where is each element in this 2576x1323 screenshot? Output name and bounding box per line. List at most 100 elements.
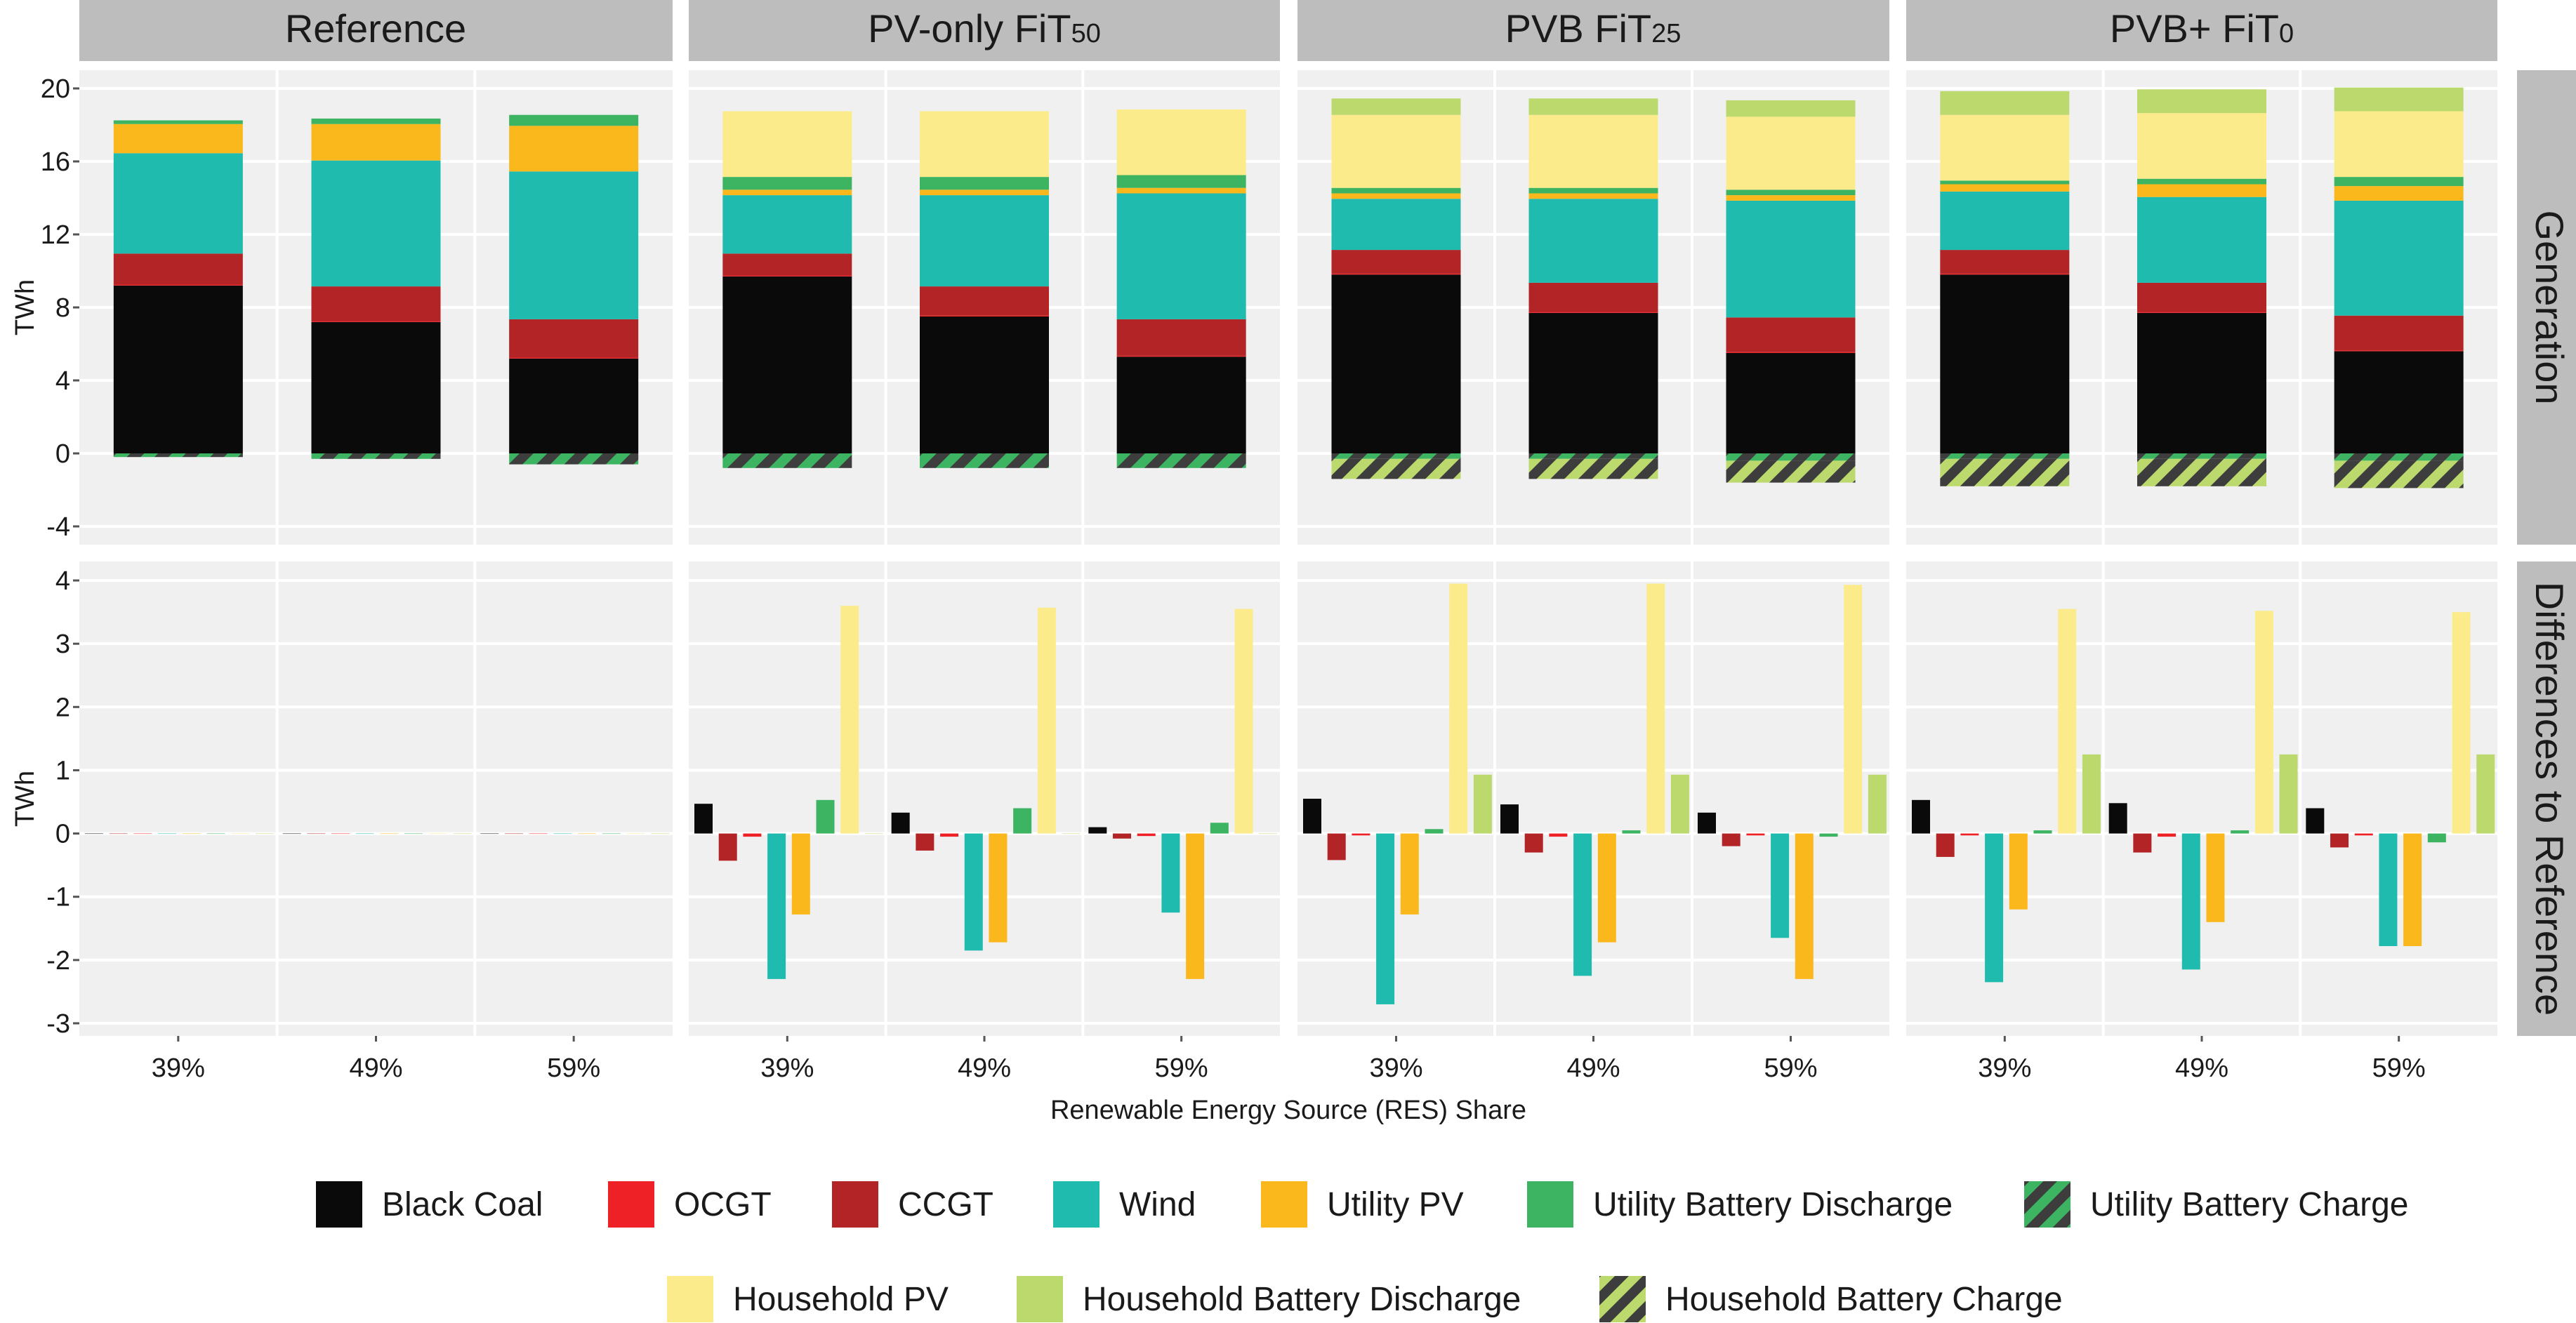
row-strip-bg (2517, 70, 2576, 545)
x-tick-label: 39% (760, 1053, 814, 1083)
bar-wind (722, 195, 852, 254)
legend-label: Black Coal (382, 1186, 543, 1223)
y-tick-label: -4 (46, 512, 70, 542)
legend-label: Wind (1119, 1186, 1196, 1223)
bar-wind (1528, 199, 1658, 283)
panel-background (1906, 561, 2497, 1036)
bar-black_coal (311, 321, 441, 453)
facet-strip-label: PVB+ FiT0 (2110, 6, 2294, 51)
diff-bar-ocgt (1352, 833, 1370, 836)
diff-bar-utility_pv (1400, 833, 1419, 915)
diff-bar-household_pv (2058, 609, 2077, 834)
x-tick-label: 39% (152, 1053, 205, 1083)
bar-utility_battery_discharge (1726, 190, 1856, 196)
y-tick-label: 16 (41, 147, 70, 177)
x-tick-label: 49% (2175, 1053, 2228, 1083)
legend-item-utility_battery_charge: Utility Battery Charge (2024, 1181, 2409, 1228)
bar-ocgt (113, 284, 243, 286)
diff-bar-utility_pv (380, 833, 399, 835)
diff-bar-wind (2181, 833, 2200, 970)
legend-label: Household Battery Discharge (1083, 1281, 1521, 1318)
diff-bar-black_coal (1912, 799, 1930, 834)
diff-bar-utility_battery_discharge (2427, 833, 2446, 843)
diff-bar-utility_battery_discharge (404, 833, 423, 835)
bar-household_battery_discharge (1726, 100, 1856, 117)
bar-utility_battery_charge (1331, 453, 1461, 459)
bar-utility_battery_charge (1528, 453, 1658, 459)
bar-ocgt (311, 321, 441, 322)
bar-ccgt (920, 286, 1049, 316)
bar-utility_battery_charge (2334, 453, 2464, 461)
bar-black_coal (722, 276, 852, 453)
legend-swatch (2024, 1181, 2070, 1228)
bar-black_coal (920, 317, 1049, 453)
bar-utility_battery_charge (311, 453, 441, 459)
panel-0-3 (1906, 70, 2497, 545)
facet-strip-bg (689, 0, 1280, 61)
diff-bar-household_pv (1449, 583, 1468, 834)
diff-bar-wind (1161, 833, 1180, 913)
diff-bar-ocgt (331, 833, 350, 835)
y-axes: 20 16 12 8 4 0 -4 4 3 2 1 0 -1 -2 -3 (41, 74, 79, 1039)
bar-household_pv (1940, 114, 2070, 181)
bar-utility_battery_discharge (2334, 177, 2464, 187)
diff-bar-utility_battery_discharge (1013, 808, 1032, 834)
bar-utility_battery_discharge (722, 177, 852, 190)
diff-bar-utility_pv (1186, 833, 1205, 979)
x-tick-label: 59% (2372, 1053, 2426, 1083)
bar-black_coal (2334, 351, 2464, 453)
diff-bar-ccgt (1936, 833, 1955, 857)
diff-bar-ccgt (2133, 833, 2152, 853)
facet-strip-pvb-plus: PVB+ FiT0 (1906, 0, 2497, 61)
bar-utility_pv (113, 124, 243, 154)
legend: Black Coal OCGT CCGT Wind Utility PV Utility … (316, 1181, 2409, 1322)
x-tick-label: 59% (547, 1053, 600, 1083)
bar-utility_battery_charge (920, 453, 1049, 468)
y-axis-title-generation: TWh (11, 279, 40, 335)
bar-ccgt (2334, 315, 2464, 351)
bar-ocgt (722, 275, 852, 277)
bar-utility_battery_discharge (1116, 175, 1246, 188)
row-strip-differences: Differences to Reference (2517, 561, 2576, 1036)
bar-household_battery_discharge (2334, 87, 2464, 112)
facet-strip-label: PVB FiT25 (1505, 6, 1682, 51)
diff-bar-utility_pv (989, 833, 1008, 943)
bar-utility_battery_discharge (920, 177, 1049, 190)
y-tick-label: 0 (55, 820, 70, 849)
legend-swatch (1017, 1276, 1063, 1322)
diff-bar-black_coal (1500, 804, 1519, 834)
diff-bar-wind (158, 833, 177, 835)
bar-utility_battery_discharge (311, 118, 441, 124)
bar-utility_battery_discharge (1940, 180, 2070, 185)
bar-utility_battery_discharge (1331, 187, 1461, 194)
row-strip-label: Generation (2528, 210, 2572, 404)
y-tick-label: 0 (55, 439, 70, 469)
facet-strip-bg (79, 0, 673, 61)
y-tick-label: 3 (55, 630, 70, 659)
legend-swatch (608, 1181, 654, 1228)
bar-utility_pv (2137, 184, 2266, 197)
bar-ccgt (2137, 282, 2266, 312)
x-axis: 39% 49% 59% 39% 49% 59% 39% 49% 59% 39% 49% 59% (152, 1036, 2426, 1083)
bar-ocgt (2334, 350, 2464, 352)
bar-ocgt (1116, 355, 1246, 357)
bar-black_coal (1940, 274, 2070, 453)
bar-household_battery_charge (2334, 460, 2464, 488)
diff-bar-household_pv (1037, 607, 1056, 834)
x-tick-label: 59% (1155, 1053, 1208, 1083)
diff-bar-utility_pv (791, 833, 810, 915)
panel-1-3 (1906, 561, 2497, 1036)
legend-item-utility_battery_discharge: Utility Battery Discharge (1527, 1181, 1953, 1228)
diff-bar-ocgt (2158, 833, 2177, 837)
diff-bar-household_battery_discharge (1259, 833, 1278, 835)
diff-bar-household_battery_discharge (453, 833, 472, 835)
diff-bar-ocgt (1746, 833, 1765, 836)
bar-household_battery_charge (1726, 460, 1856, 483)
diff-bar-wind (553, 833, 572, 835)
bar-wind (509, 171, 639, 319)
bar-utility_battery_charge (722, 453, 852, 468)
facet-strip-bg (1906, 0, 2497, 61)
bar-black_coal (1331, 274, 1461, 453)
bar-wind (113, 153, 243, 254)
